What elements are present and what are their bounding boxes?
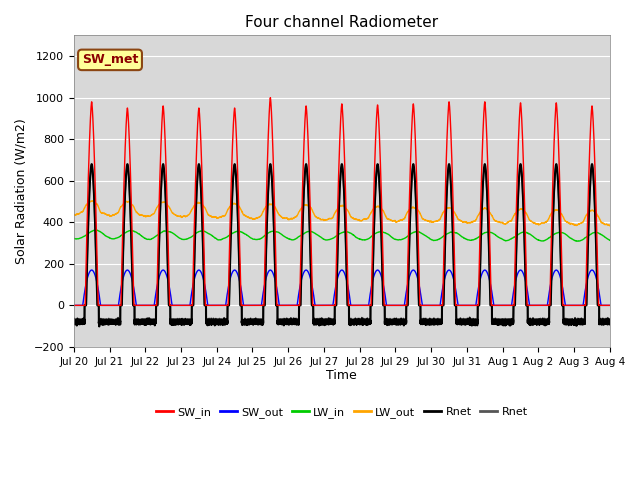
Rnet — [508, 319, 516, 324]
Rnet — [95, 323, 103, 328]
Rnet — [473, 319, 481, 324]
SW_out — [70, 302, 77, 308]
SW_in — [488, 302, 495, 308]
Rnet — [70, 318, 77, 324]
Line: Rnet: Rnet — [74, 167, 610, 325]
SW_in — [508, 302, 516, 308]
Rnet — [70, 319, 77, 325]
Rnet — [500, 318, 508, 324]
SW_in — [412, 156, 420, 162]
Rnet — [412, 201, 420, 207]
SW_in — [266, 95, 274, 100]
Rnet — [500, 319, 508, 325]
Line: SW_out: SW_out — [74, 270, 610, 305]
SW_out — [606, 302, 614, 308]
Line: Rnet: Rnet — [74, 164, 610, 326]
LW_out — [70, 212, 77, 217]
SW_out — [88, 267, 95, 273]
LW_out — [412, 205, 420, 211]
Rnet — [95, 324, 103, 329]
Text: SW_met: SW_met — [82, 53, 138, 66]
LW_out — [98, 210, 106, 216]
Line: SW_in: SW_in — [74, 97, 610, 305]
SW_in — [473, 302, 481, 308]
SW_in — [70, 302, 77, 308]
LW_in — [508, 235, 516, 241]
SW_in — [98, 302, 106, 308]
SW_in — [500, 302, 508, 308]
SW_out — [488, 286, 495, 291]
Y-axis label: Solar Radiation (W/m2): Solar Radiation (W/m2) — [15, 118, 28, 264]
SW_out — [98, 302, 106, 308]
SW_out — [500, 302, 508, 308]
X-axis label: Time: Time — [326, 370, 357, 383]
LW_in — [500, 238, 508, 243]
SW_out — [473, 296, 481, 302]
LW_out — [606, 223, 614, 228]
LW_in — [70, 235, 77, 241]
Rnet — [88, 164, 95, 169]
Rnet — [98, 317, 106, 323]
Title: Four channel Radiometer: Four channel Radiometer — [245, 15, 438, 30]
Rnet — [606, 318, 614, 324]
LW_in — [473, 235, 481, 241]
Line: LW_in: LW_in — [74, 230, 610, 241]
Rnet — [473, 318, 481, 324]
LW_out — [500, 221, 508, 227]
Rnet — [508, 318, 516, 324]
Rnet — [412, 203, 420, 208]
Rnet — [606, 317, 614, 323]
LW_in — [488, 230, 495, 236]
LW_out — [473, 216, 481, 221]
LW_out — [488, 212, 495, 217]
SW_out — [508, 300, 516, 305]
SW_in — [606, 302, 614, 308]
LW_in — [606, 238, 614, 243]
Rnet — [88, 161, 95, 167]
LW_in — [98, 230, 106, 236]
LW_out — [508, 216, 516, 222]
SW_out — [412, 270, 420, 276]
LW_in — [573, 238, 581, 244]
Rnet — [488, 302, 495, 308]
LW_in — [412, 229, 420, 235]
LW_in — [92, 227, 99, 233]
Line: LW_out: LW_out — [74, 201, 610, 226]
Rnet — [98, 318, 106, 324]
LW_out — [88, 198, 96, 204]
Legend: SW_in, SW_out, LW_in, LW_out, Rnet, Rnet: SW_in, SW_out, LW_in, LW_out, Rnet, Rnet — [152, 402, 532, 422]
Rnet — [488, 302, 495, 308]
